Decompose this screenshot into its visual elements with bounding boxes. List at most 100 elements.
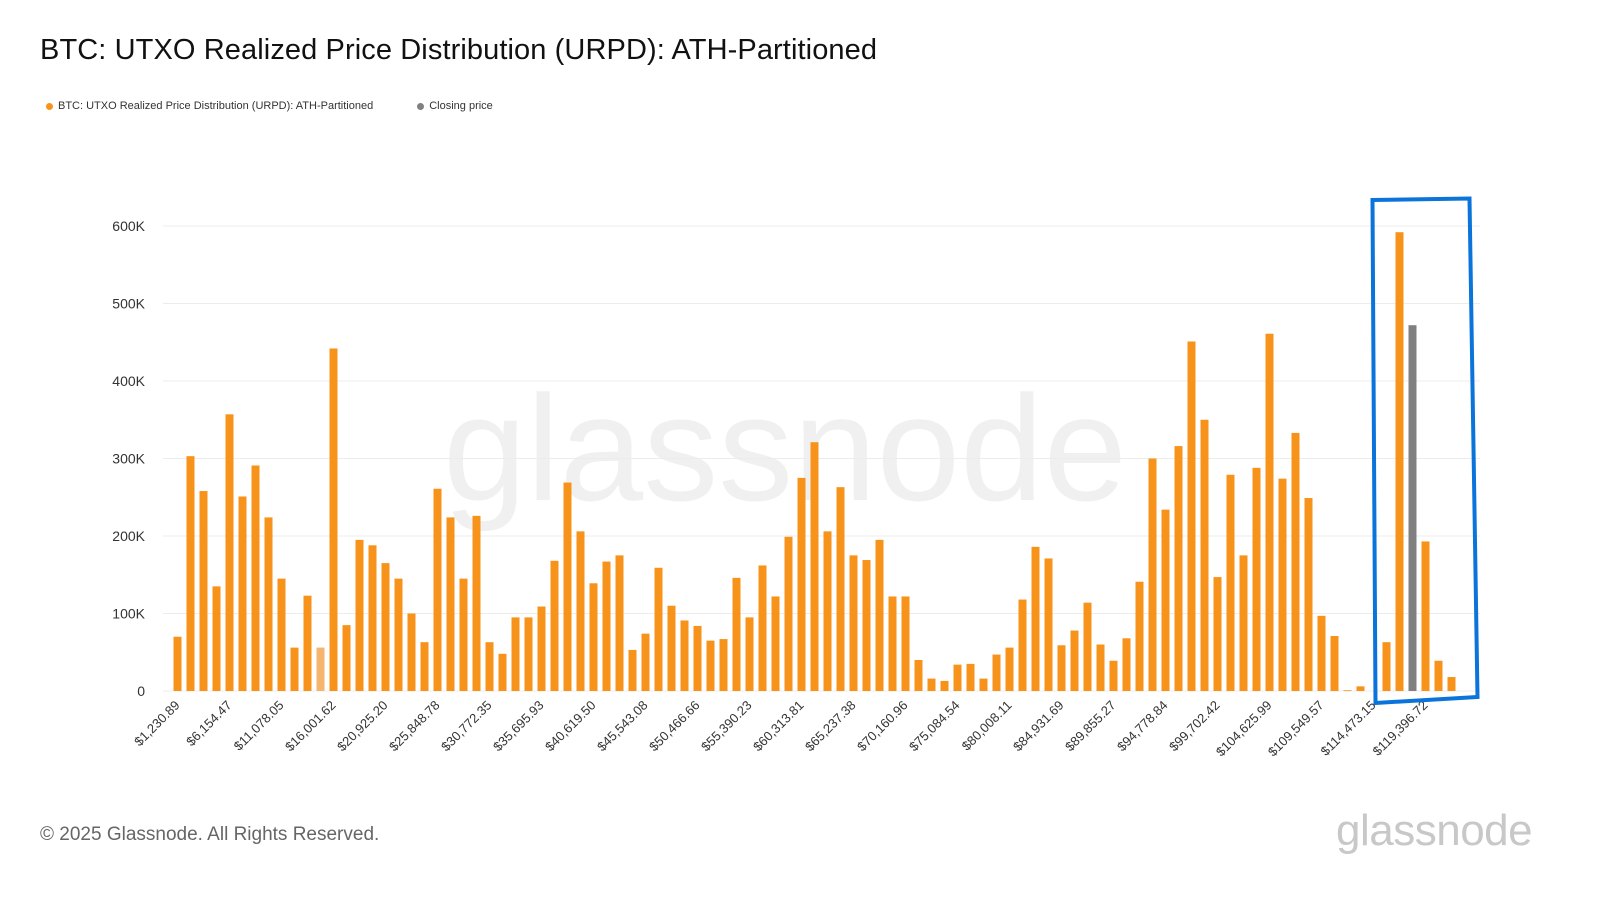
bar-urpd[interactable] bbox=[992, 654, 1001, 691]
bar-urpd[interactable] bbox=[1395, 232, 1404, 691]
bar-urpd[interactable] bbox=[732, 577, 741, 691]
bar-urpd[interactable] bbox=[498, 653, 507, 691]
bar-urpd[interactable] bbox=[784, 536, 793, 691]
bar-urpd[interactable] bbox=[1252, 467, 1261, 691]
bar-urpd[interactable] bbox=[979, 678, 988, 691]
bar-urpd[interactable] bbox=[446, 517, 455, 691]
bar-urpd[interactable] bbox=[1330, 635, 1339, 691]
bar-urpd[interactable] bbox=[1421, 541, 1430, 691]
bar-urpd[interactable] bbox=[1135, 581, 1144, 691]
bar-urpd[interactable] bbox=[1057, 645, 1066, 691]
bar-urpd[interactable] bbox=[628, 649, 637, 691]
bar-urpd[interactable] bbox=[1005, 647, 1014, 691]
bar-urpd[interactable] bbox=[667, 605, 676, 691]
bar-urpd[interactable] bbox=[1148, 458, 1157, 692]
bar-urpd[interactable] bbox=[823, 531, 832, 691]
bar-urpd[interactable] bbox=[1278, 478, 1287, 691]
bar-urpd[interactable] bbox=[199, 491, 208, 691]
bar-urpd[interactable] bbox=[953, 664, 962, 691]
bar-urpd[interactable] bbox=[394, 578, 403, 691]
bar-urpd[interactable] bbox=[875, 539, 884, 691]
bar-urpd[interactable] bbox=[706, 640, 715, 691]
legend-item-closing-price[interactable]: Closing price bbox=[417, 100, 493, 112]
bar-urpd[interactable] bbox=[966, 663, 975, 691]
bar-urpd[interactable] bbox=[810, 442, 819, 691]
bar-urpd[interactable] bbox=[927, 678, 936, 691]
bar-urpd[interactable] bbox=[1174, 446, 1183, 691]
bar-urpd[interactable] bbox=[563, 482, 572, 691]
bar-urpd[interactable] bbox=[1304, 498, 1313, 691]
bar-urpd[interactable] bbox=[277, 578, 286, 691]
bar-urpd[interactable] bbox=[355, 539, 364, 691]
bar-urpd[interactable] bbox=[1200, 419, 1209, 691]
bar-urpd[interactable] bbox=[225, 414, 234, 691]
bar-urpd[interactable] bbox=[368, 545, 377, 691]
bar-urpd[interactable] bbox=[1356, 686, 1365, 691]
bar-urpd[interactable] bbox=[1109, 660, 1118, 691]
bar-urpd[interactable] bbox=[745, 617, 754, 691]
bar-urpd[interactable] bbox=[550, 560, 559, 691]
bar-urpd[interactable] bbox=[1239, 555, 1248, 691]
bar-urpd[interactable] bbox=[1031, 546, 1040, 691]
bar-urpd[interactable] bbox=[1343, 690, 1352, 692]
bar-urpd[interactable] bbox=[1187, 341, 1196, 691]
bar-urpd[interactable] bbox=[1226, 474, 1235, 691]
bar-urpd[interactable] bbox=[485, 642, 494, 691]
bar-urpd[interactable] bbox=[849, 555, 858, 691]
bar-urpd[interactable] bbox=[537, 606, 546, 691]
bar-urpd[interactable] bbox=[680, 620, 689, 691]
bar-urpd[interactable] bbox=[1096, 644, 1105, 692]
bar-urpd[interactable] bbox=[264, 517, 273, 691]
bar-urpd[interactable] bbox=[173, 636, 182, 691]
bar-urpd[interactable] bbox=[1018, 599, 1027, 691]
bar-urpd[interactable] bbox=[420, 642, 429, 691]
bar-urpd[interactable] bbox=[433, 488, 442, 691]
bar-urpd[interactable] bbox=[602, 561, 611, 691]
bar-urpd[interactable] bbox=[381, 563, 390, 691]
bar-urpd[interactable] bbox=[914, 660, 923, 691]
bar-urpd[interactable] bbox=[303, 595, 312, 691]
bar-urpd[interactable] bbox=[758, 565, 767, 691]
bar-urpd[interactable] bbox=[589, 583, 598, 691]
bar-urpd[interactable] bbox=[615, 555, 624, 691]
bar-urpd[interactable] bbox=[1083, 602, 1092, 691]
bar-urpd[interactable] bbox=[836, 487, 845, 691]
bar-urpd[interactable] bbox=[1161, 509, 1170, 691]
bar-urpd[interactable] bbox=[329, 348, 338, 691]
bar-urpd[interactable] bbox=[1317, 615, 1326, 691]
bar-urpd[interactable] bbox=[342, 625, 351, 691]
bar-urpd[interactable] bbox=[641, 633, 650, 691]
bar-urpd[interactable] bbox=[1382, 642, 1391, 691]
bar-urpd[interactable] bbox=[524, 617, 533, 691]
bar-urpd[interactable] bbox=[654, 567, 663, 691]
bar-urpd[interactable] bbox=[888, 596, 897, 691]
bar-urpd[interactable] bbox=[1122, 638, 1131, 691]
bar-urpd[interactable] bbox=[1070, 630, 1079, 691]
bar-urpd[interactable] bbox=[212, 586, 221, 691]
bar-urpd[interactable] bbox=[511, 617, 520, 691]
bar-urpd[interactable] bbox=[1434, 660, 1443, 691]
bar-urpd[interactable] bbox=[1044, 558, 1053, 691]
bar-urpd[interactable] bbox=[1447, 677, 1456, 691]
bar-urpd[interactable] bbox=[186, 456, 195, 691]
bar-urpd[interactable] bbox=[797, 477, 806, 691]
bar-urpd[interactable] bbox=[1291, 432, 1300, 691]
legend-item-urpd[interactable]: BTC: UTXO Realized Price Distribution (U… bbox=[46, 100, 373, 112]
bar-urpd[interactable] bbox=[940, 680, 949, 691]
bar-urpd[interactable] bbox=[290, 647, 299, 691]
bar-closing-price[interactable] bbox=[1408, 325, 1417, 691]
bar-urpd[interactable] bbox=[693, 625, 702, 691]
bar-urpd[interactable] bbox=[719, 639, 728, 691]
bar-urpd[interactable] bbox=[1265, 333, 1274, 691]
bar-urpd[interactable] bbox=[472, 515, 481, 691]
bar-urpd[interactable] bbox=[407, 613, 416, 692]
bar-urpd[interactable] bbox=[251, 465, 260, 691]
bar-urpd[interactable] bbox=[459, 578, 468, 691]
bar-urpd[interactable] bbox=[238, 496, 247, 691]
bar-urpd[interactable] bbox=[901, 596, 910, 691]
bar-urpd[interactable] bbox=[316, 647, 325, 691]
bar-urpd[interactable] bbox=[862, 560, 871, 691]
bar-urpd[interactable] bbox=[771, 596, 780, 691]
bar-urpd[interactable] bbox=[1213, 577, 1222, 691]
bar-urpd[interactable] bbox=[576, 531, 585, 691]
